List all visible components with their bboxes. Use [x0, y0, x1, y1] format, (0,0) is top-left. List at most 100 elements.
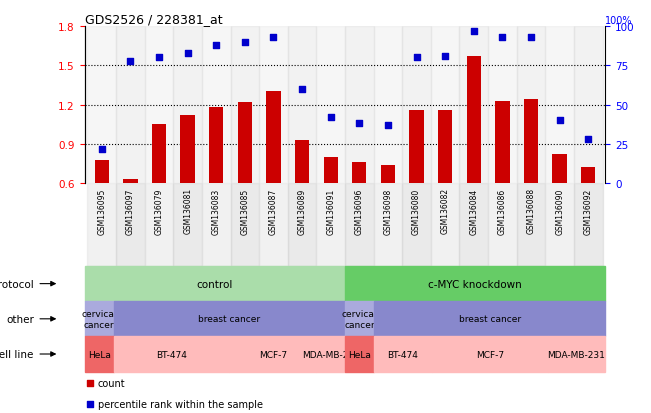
Bar [202, 184, 230, 266]
Bar [517, 27, 546, 184]
Bar [266, 92, 281, 184]
Text: GSM136084: GSM136084 [469, 188, 478, 234]
Bar [553, 155, 567, 184]
Point [297, 86, 307, 93]
Text: MDA-MB-231: MDA-MB-231 [301, 350, 359, 358]
Bar [316, 27, 345, 184]
Bar [381, 166, 395, 184]
Bar [488, 184, 517, 266]
Bar [145, 184, 173, 266]
Bar [345, 27, 374, 184]
Point [411, 55, 422, 62]
Bar [145, 27, 173, 184]
Point [211, 43, 221, 49]
Text: GSM136087: GSM136087 [269, 188, 278, 234]
Text: control: control [197, 279, 233, 289]
Bar [488, 27, 517, 184]
Bar [180, 116, 195, 184]
Text: GSM136083: GSM136083 [212, 188, 221, 234]
Bar [324, 158, 338, 184]
Text: GSM136081: GSM136081 [183, 188, 192, 234]
Text: 100%: 100% [605, 16, 633, 26]
Text: GSM136089: GSM136089 [298, 188, 307, 234]
Bar [431, 184, 460, 266]
Bar [209, 108, 223, 184]
Point [154, 55, 164, 62]
Text: HeLa: HeLa [348, 350, 371, 358]
Bar [460, 184, 488, 266]
Point [440, 53, 450, 60]
Bar [173, 184, 202, 266]
Bar [345, 184, 374, 266]
Text: MCF-7: MCF-7 [476, 350, 504, 358]
Bar [402, 184, 431, 266]
Bar [87, 184, 116, 266]
Bar [173, 27, 202, 184]
Bar [152, 125, 166, 184]
Bar [460, 27, 488, 184]
Text: breast cancer: breast cancer [199, 315, 260, 323]
Point [383, 122, 393, 129]
Bar [402, 27, 431, 184]
Bar [409, 111, 424, 184]
Bar [288, 184, 316, 266]
Bar [352, 163, 367, 184]
Point [555, 118, 565, 124]
Point [240, 39, 250, 46]
Text: GSM136085: GSM136085 [240, 188, 249, 234]
Point [526, 35, 536, 41]
Bar [202, 27, 230, 184]
Text: GSM136091: GSM136091 [326, 188, 335, 234]
Text: GSM136080: GSM136080 [412, 188, 421, 234]
Bar [288, 27, 316, 184]
Bar [116, 184, 145, 266]
Text: cervical
cancer: cervical cancer [342, 309, 377, 329]
Bar [431, 27, 460, 184]
Point [268, 35, 279, 41]
Bar [438, 111, 452, 184]
Bar [546, 184, 574, 266]
Bar [574, 184, 603, 266]
Point [96, 146, 107, 152]
Text: other: other [6, 314, 34, 324]
Bar [230, 27, 259, 184]
Bar [259, 27, 288, 184]
Bar [116, 27, 145, 184]
Point [354, 121, 365, 128]
Bar [546, 27, 574, 184]
Text: HeLa: HeLa [88, 350, 111, 358]
Text: GSM136090: GSM136090 [555, 188, 564, 234]
Text: GSM136092: GSM136092 [584, 188, 593, 234]
Bar [517, 184, 546, 266]
Bar [495, 101, 510, 184]
Text: MDA-MB-231: MDA-MB-231 [547, 350, 605, 358]
Text: MCF-7: MCF-7 [258, 350, 286, 358]
Text: GSM136088: GSM136088 [527, 188, 536, 234]
Point [497, 35, 508, 41]
Text: protocol: protocol [0, 279, 34, 289]
Text: cervical
cancer: cervical cancer [81, 309, 117, 329]
Bar [574, 27, 603, 184]
Text: BT-474: BT-474 [387, 350, 419, 358]
Point [326, 114, 336, 121]
Text: percentile rank within the sample: percentile rank within the sample [98, 399, 262, 409]
Point [85, 380, 95, 387]
Text: cell line: cell line [0, 349, 34, 359]
Text: GSM136086: GSM136086 [498, 188, 507, 234]
Text: breast cancer: breast cancer [459, 315, 521, 323]
Text: GSM136098: GSM136098 [383, 188, 393, 234]
Point [85, 401, 95, 407]
Bar [87, 27, 116, 184]
Text: c-MYC knockdown: c-MYC knockdown [428, 279, 522, 289]
Point [469, 28, 479, 35]
Bar [467, 57, 481, 184]
Point [583, 137, 594, 143]
Text: GDS2526 / 228381_at: GDS2526 / 228381_at [85, 13, 222, 26]
Bar [238, 103, 252, 184]
Bar [259, 184, 288, 266]
Text: GSM136097: GSM136097 [126, 188, 135, 234]
Bar [316, 184, 345, 266]
Bar [295, 140, 309, 184]
Text: GSM136079: GSM136079 [154, 188, 163, 234]
Text: GSM136096: GSM136096 [355, 188, 364, 234]
